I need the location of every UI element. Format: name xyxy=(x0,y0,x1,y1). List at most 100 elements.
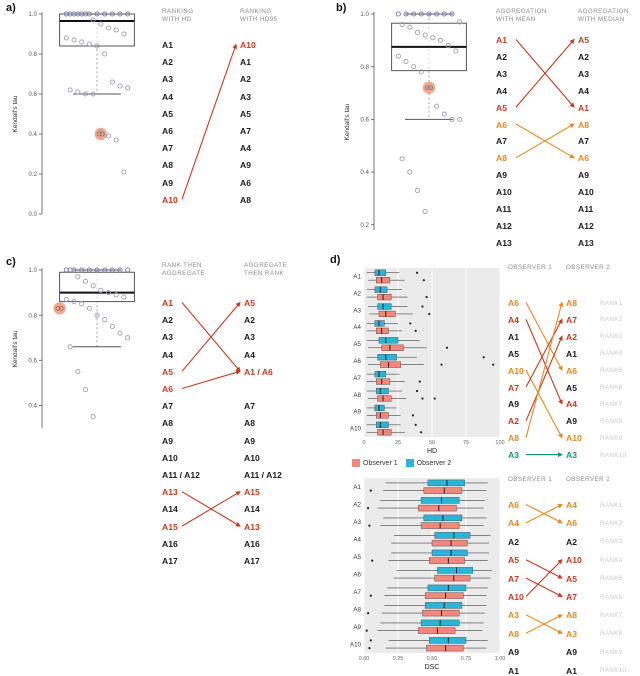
rank-item: A7 xyxy=(578,136,589,147)
data-point xyxy=(94,43,100,49)
rank-item: A1 xyxy=(162,40,173,50)
column-header: RANKING WITH HD95 xyxy=(240,8,278,23)
data-point xyxy=(113,137,119,143)
data-point xyxy=(117,330,123,336)
column-header: AGGREGATION WITH MEDIAN xyxy=(578,8,629,23)
data-point xyxy=(395,53,401,59)
observer-legend: Observer 1 Observer 2 xyxy=(352,459,459,467)
data-point xyxy=(82,278,89,284)
rank-item: A5 xyxy=(566,573,577,584)
rank-item: A3 xyxy=(244,332,255,343)
rank-arrow xyxy=(181,491,241,527)
data-point xyxy=(94,11,100,17)
data-point xyxy=(457,19,463,25)
x-tick-label: 50 xyxy=(429,440,435,446)
data-point xyxy=(94,267,100,273)
rank-item: A7 xyxy=(496,136,507,147)
rank-item: A7 xyxy=(508,573,519,584)
data-point xyxy=(407,24,413,30)
y-tick-label: 0.8 xyxy=(28,312,37,319)
category-label: A10 xyxy=(350,641,362,648)
rank-item: A9 xyxy=(240,160,251,171)
y-tick-label: 0.8 xyxy=(360,64,369,71)
rank-item: A7 xyxy=(508,382,519,393)
rank-item: A1 / A6 xyxy=(244,366,273,377)
rank-arrow xyxy=(525,614,563,634)
series-box xyxy=(378,310,396,318)
rank-arrow xyxy=(515,38,575,108)
rank-arrow xyxy=(181,302,241,373)
panel-b-kendall-tau-boxplot: Kendall's tau 0.2 0.4 0.6 0.8 1.0 xyxy=(344,11,467,230)
rank-position-label: RANK1 xyxy=(600,299,623,307)
data-point xyxy=(90,91,96,97)
rank-item: A1 xyxy=(508,665,519,676)
rank-item: A5 xyxy=(244,298,255,308)
observer2-legend-swatch xyxy=(405,459,414,467)
rank-item: A8 xyxy=(240,194,251,205)
data-point xyxy=(121,169,127,175)
data-point xyxy=(90,283,96,289)
series-box xyxy=(434,574,471,582)
y-tick-label: 0.4 xyxy=(28,403,37,410)
rank-item: A13 xyxy=(578,237,594,248)
rank-item: A11 / A12 xyxy=(244,470,282,480)
column-header: AGGREGATE THEN RANK xyxy=(244,262,288,277)
series-box xyxy=(418,504,457,512)
series-box xyxy=(422,609,460,617)
rank-item: A4 xyxy=(496,85,507,96)
data-point xyxy=(399,21,405,28)
data-point xyxy=(90,17,96,23)
series-box xyxy=(429,637,467,644)
rank-arrow xyxy=(525,504,563,524)
rank-arrow xyxy=(181,491,241,527)
outlier-point xyxy=(411,414,415,417)
rank-item: A2 xyxy=(508,416,519,427)
data-point xyxy=(113,292,119,298)
rank-arrow xyxy=(515,123,575,159)
rank-item: A1 xyxy=(578,102,589,113)
rank-item: A4 xyxy=(508,314,519,325)
category-label: A2 xyxy=(353,501,361,508)
rank-item: A4 xyxy=(244,349,255,360)
data-point xyxy=(71,37,77,43)
series-box xyxy=(377,354,397,361)
rank-item: A5 xyxy=(496,102,507,113)
data-point xyxy=(105,133,112,139)
rank-item: A4 xyxy=(566,500,577,510)
x-tick-label: 25 xyxy=(395,440,401,446)
category-label: A5 xyxy=(353,341,361,348)
series-box xyxy=(374,320,385,327)
series-box xyxy=(374,269,387,276)
series-box xyxy=(375,277,391,284)
category-label: A8 xyxy=(353,606,361,613)
outlier-point xyxy=(421,397,424,400)
rank-item: A1 xyxy=(566,665,577,676)
data-point xyxy=(67,267,73,273)
category-label: A1 xyxy=(353,484,361,491)
rank-item: A2 xyxy=(508,536,519,547)
y-tick-label: 0.8 xyxy=(28,51,37,58)
rank-item: A2 xyxy=(566,536,577,547)
rank-item: A17 xyxy=(162,556,178,566)
y-tick-label: 0.4 xyxy=(28,131,37,138)
rank-item: A3 xyxy=(508,610,519,621)
rank-item: A3 xyxy=(578,68,589,79)
rank-item: A10 xyxy=(162,194,178,205)
rank-item: A13 xyxy=(496,237,512,248)
series-box xyxy=(426,644,464,652)
rank-item: A3 xyxy=(162,74,173,85)
series-box xyxy=(374,371,387,378)
series-box xyxy=(374,404,385,412)
category-label: A6 xyxy=(353,358,361,365)
data-point xyxy=(67,344,73,350)
rank-item: A6 xyxy=(578,153,589,164)
data-point xyxy=(86,41,92,47)
data-point xyxy=(63,296,69,302)
rank-position-label: RANK7 xyxy=(600,611,623,619)
rank-position-label: RANK2 xyxy=(600,316,623,324)
rank-item: A10 xyxy=(578,187,594,198)
x-tick-label: 0.75 xyxy=(461,656,472,662)
rank-item: A3 xyxy=(240,91,251,102)
category-label: A5 xyxy=(353,554,361,561)
rank-item: A1 xyxy=(162,298,173,308)
